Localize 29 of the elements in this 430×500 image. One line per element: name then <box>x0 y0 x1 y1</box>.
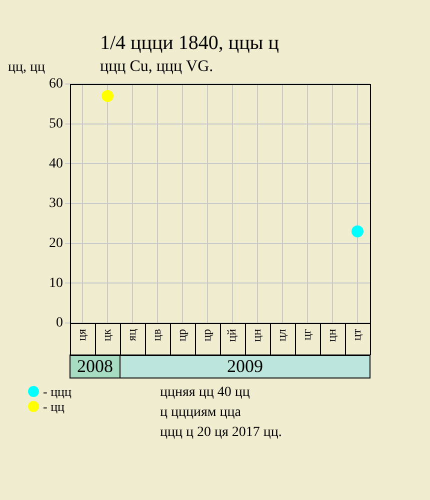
y-tick-label: 20 <box>49 236 63 252</box>
y-tick-label: 60 <box>49 76 63 92</box>
x-tick-label: цн <box>250 328 264 342</box>
x-tick-label: цл <box>274 329 289 342</box>
text: ц ццциям цца <box>160 404 242 422</box>
text: ццц ц 20 ця 2017 цц. <box>160 424 282 442</box>
x-tick-label: цй <box>224 328 239 342</box>
text: 2009 <box>227 356 263 376</box>
text: ццняя цц 40 цц <box>160 384 251 402</box>
text: 2008 <box>77 356 113 376</box>
x-tick-label: цн <box>324 328 339 342</box>
legend-label: - ццц <box>42 384 72 399</box>
y-tick-label: 10 <box>49 276 63 291</box>
y-axis-title: цц, цц <box>8 60 45 76</box>
chart-title: 1/4 ццци 1840, ццы ц <box>100 32 279 55</box>
y-tick-label: 50 <box>49 116 63 132</box>
y-tick-label: 0 <box>56 316 63 331</box>
chart-subtitle: ццц Cu, ццц VG. <box>100 58 214 76</box>
y-tick-label: 40 <box>49 156 63 172</box>
legend-label: - цц <box>42 398 66 414</box>
x-tick-label: цк <box>100 328 114 342</box>
y-tick-label: 30 <box>49 196 63 212</box>
x-tick-label: цр <box>200 329 214 342</box>
x-tick-label: цг <box>300 328 314 340</box>
x-tick-label: яц <box>124 328 139 341</box>
x-tick-label: цт <box>350 328 364 341</box>
x-tick-label: цв <box>150 328 164 342</box>
x-tick-label: цр <box>174 329 189 342</box>
x-tick-label: ця <box>74 328 89 341</box>
